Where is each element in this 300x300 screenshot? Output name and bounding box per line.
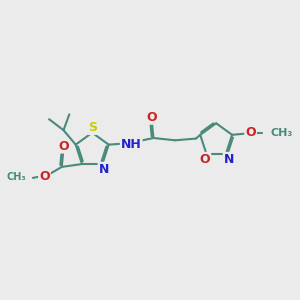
Text: N: N [99, 163, 109, 176]
Text: O: O [147, 111, 157, 124]
Text: S: S [88, 121, 97, 134]
Text: N: N [224, 153, 234, 166]
Text: O: O [58, 140, 68, 153]
Text: NH: NH [121, 138, 142, 151]
Text: NH: NH [121, 138, 142, 151]
Text: O: O [147, 111, 157, 124]
Text: O: O [245, 126, 256, 139]
Text: N: N [224, 153, 234, 166]
Text: CH₃: CH₃ [270, 128, 292, 138]
Text: O: O [245, 126, 256, 139]
Text: CH₃: CH₃ [7, 172, 26, 182]
Text: O: O [200, 153, 210, 166]
Text: O: O [39, 170, 50, 183]
Text: O: O [58, 140, 68, 153]
Text: O: O [200, 153, 210, 166]
Text: S: S [88, 121, 97, 134]
Text: O: O [39, 170, 50, 183]
Text: N: N [99, 163, 109, 176]
